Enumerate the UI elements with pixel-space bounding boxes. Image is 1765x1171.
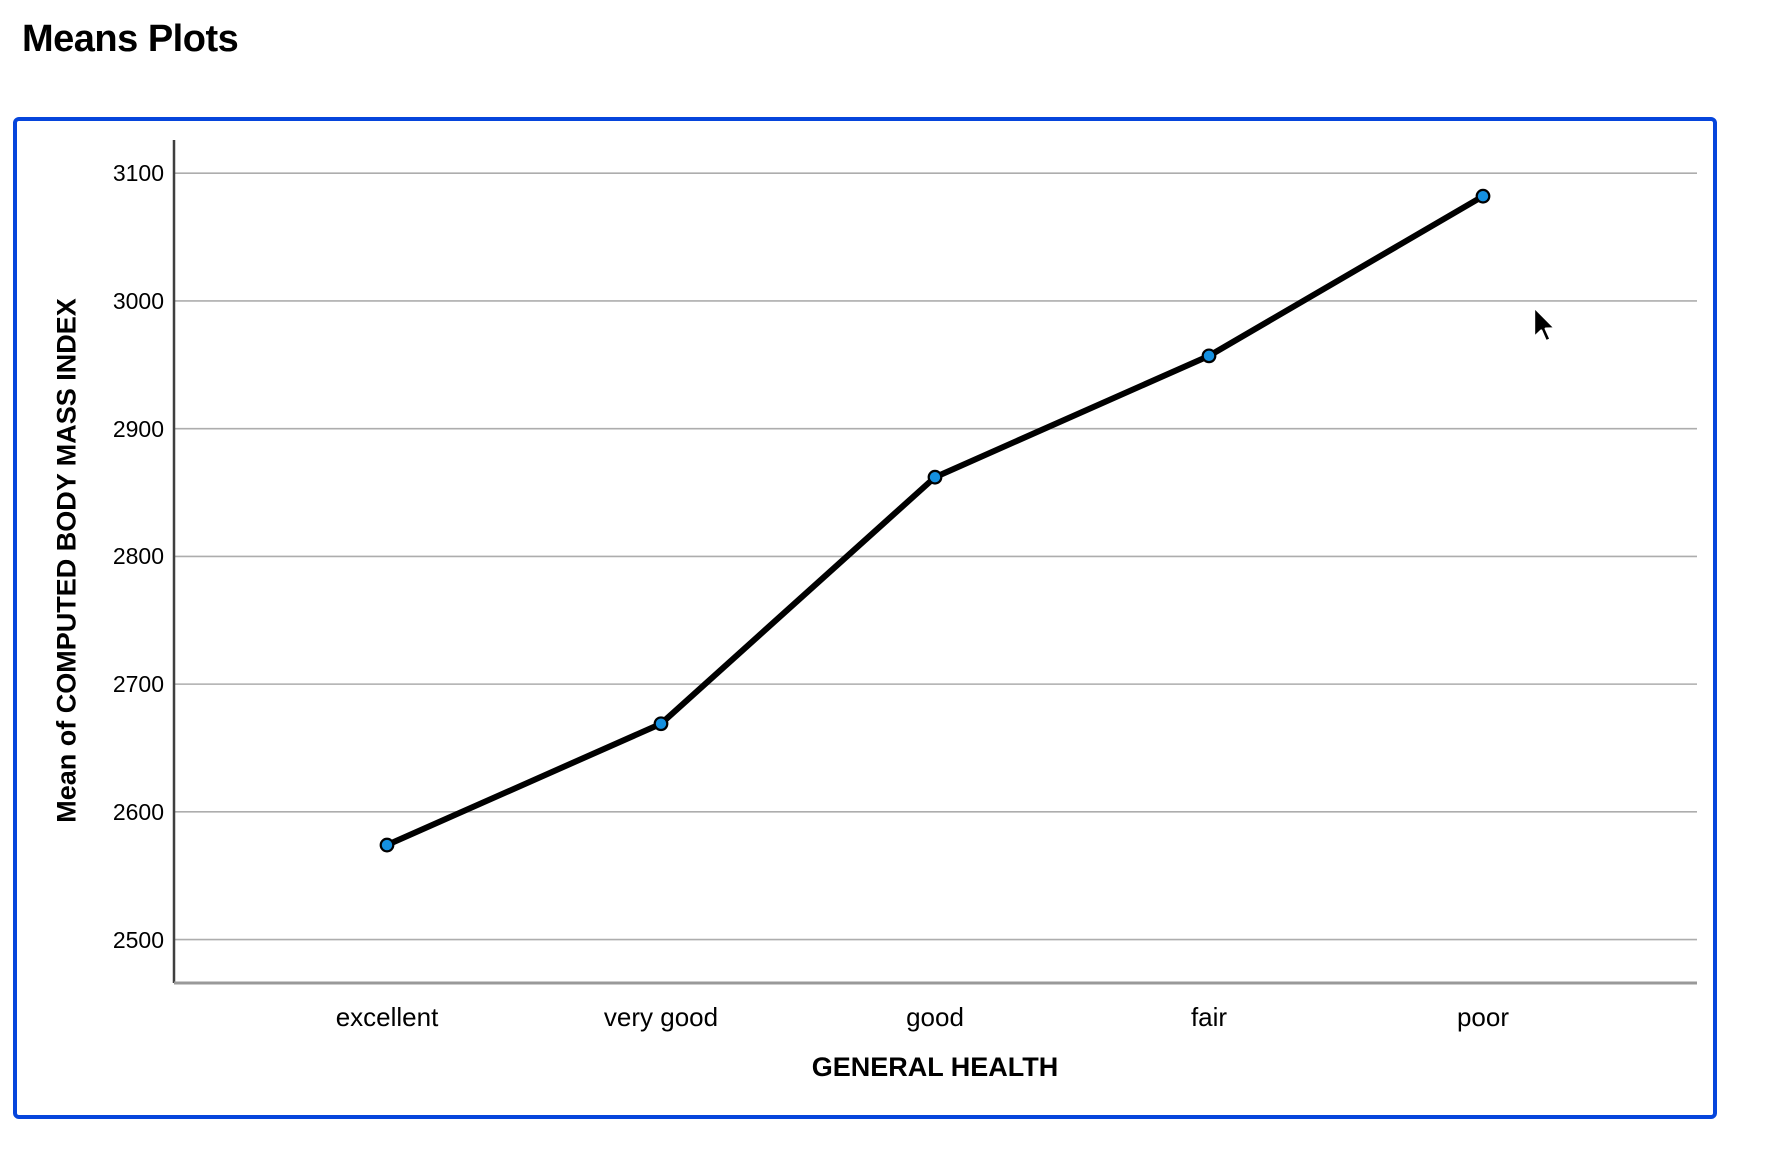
data-point-marker [1475, 188, 1491, 204]
y-tick-label: 2500 [112, 926, 164, 953]
x-category-label: poor [1456, 1002, 1510, 1032]
data-point-marker [1201, 348, 1217, 364]
x-category-label: excellent [335, 1002, 439, 1032]
data-point-marker [379, 837, 395, 853]
gridlines-layer [174, 172, 1697, 941]
data-point-marker [927, 469, 943, 485]
y-tick-label: 3000 [112, 287, 164, 314]
chart-selection-frame[interactable] [13, 117, 1717, 1119]
x-category-label: good [906, 1002, 964, 1032]
y-tick-label: 3100 [112, 160, 164, 187]
series-line [384, 193, 1486, 849]
y-axis-title: Mean of COMPUTED BODY MASS INDEX [51, 298, 82, 823]
y-tick-label: 2700 [112, 671, 164, 698]
x-category-label: fair [1190, 1002, 1228, 1032]
y-tick-label: 2900 [112, 415, 164, 442]
x-category-label: very good [603, 1002, 719, 1032]
y-tick-label: 2600 [112, 798, 164, 825]
y-tick-label: 2800 [112, 543, 164, 570]
axes-layer [172, 140, 1697, 985]
series-layer [379, 188, 1491, 853]
page-title: Means Plots [22, 18, 239, 60]
data-point-marker [653, 716, 669, 732]
x-axis-title: GENERAL HEALTH [811, 1052, 1059, 1082]
